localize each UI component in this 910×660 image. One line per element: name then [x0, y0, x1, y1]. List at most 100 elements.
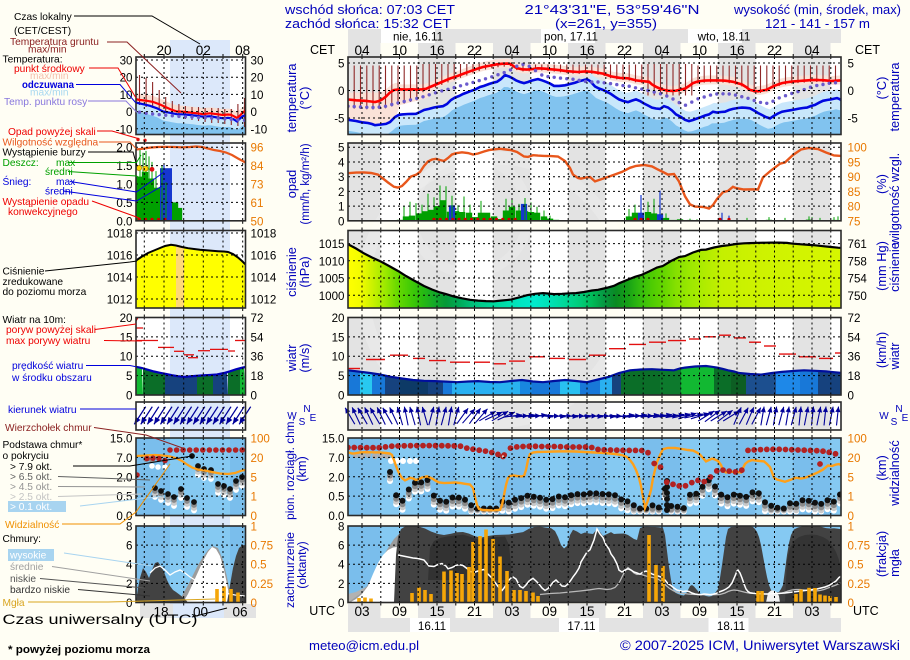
svg-text:-10: -10	[251, 123, 268, 136]
svg-text:20: 20	[120, 312, 133, 325]
svg-text:Czas uniwersalny (UTC): Czas uniwersalny (UTC)	[3, 612, 198, 628]
svg-text:2: 2	[126, 578, 132, 591]
svg-text:04: 04	[654, 43, 670, 58]
svg-text:7.0: 7.0	[116, 452, 132, 465]
svg-text:4: 4	[338, 157, 345, 170]
svg-text:max: max	[56, 177, 75, 188]
svg-text:(km): (km)	[294, 456, 309, 482]
svg-text:poryw powyżej skali: poryw powyżej skali	[6, 325, 96, 336]
svg-text:10: 10	[120, 89, 133, 102]
svg-text:S: S	[891, 417, 898, 428]
svg-text:08: 08	[235, 43, 250, 58]
svg-text:1.0: 1.0	[116, 179, 132, 192]
svg-text:średnie: średnie	[10, 562, 44, 573]
svg-text:temperatura: temperatura	[284, 63, 299, 133]
svg-text:72: 72	[848, 312, 861, 325]
svg-text:wschód słońca: 07:03 CET: wschód słońca: 07:03 CET	[284, 2, 455, 17]
svg-text:22: 22	[617, 43, 632, 58]
svg-text:10: 10	[120, 351, 133, 364]
svg-text:S: S	[299, 417, 306, 428]
svg-text:(hPa): (hPa)	[297, 256, 312, 287]
svg-text:22: 22	[467, 43, 482, 58]
svg-text:22: 22	[767, 43, 782, 58]
svg-text:Wierzchołek chmur: Wierzchołek chmur	[5, 423, 92, 434]
svg-text:0.5: 0.5	[251, 559, 267, 572]
svg-text:-5: -5	[848, 113, 858, 126]
svg-text:> 0.1 okt.: > 0.1 okt.	[10, 502, 52, 513]
svg-text:max/min: max/min	[28, 45, 67, 56]
svg-text:0: 0	[251, 510, 257, 523]
svg-text:72: 72	[251, 312, 264, 325]
svg-text:Chmury:: Chmury:	[3, 534, 42, 545]
svg-text:wiatr: wiatr	[284, 344, 299, 373]
svg-text:Podstawa chmur*: Podstawa chmur*	[3, 440, 83, 451]
svg-text:średni: średni	[45, 167, 73, 178]
svg-text:(CET/CEST): (CET/CEST)	[14, 26, 71, 37]
svg-text:36: 36	[848, 351, 861, 364]
svg-text:5: 5	[338, 58, 344, 71]
svg-text:0: 0	[848, 597, 854, 610]
svg-text:5: 5	[338, 142, 344, 155]
svg-text:do poziomu morza: do poziomu morza	[3, 287, 87, 298]
svg-text:96: 96	[251, 142, 264, 155]
svg-text:100: 100	[848, 142, 867, 155]
svg-text:8: 8	[126, 521, 132, 534]
svg-text:wilgotność wzgl.: wilgotność wzgl.	[887, 153, 902, 246]
svg-text:1000: 1000	[319, 290, 345, 303]
svg-text:10: 10	[251, 89, 264, 102]
svg-text:0.0: 0.0	[328, 510, 344, 523]
svg-text:2.0: 2.0	[328, 471, 344, 484]
svg-text:5: 5	[848, 58, 854, 71]
svg-text:20: 20	[332, 312, 345, 325]
svg-text:Wiatr na 10m:: Wiatr na 10m:	[3, 315, 66, 326]
svg-text:1018: 1018	[251, 228, 277, 241]
svg-text:0: 0	[126, 390, 132, 403]
svg-text:10: 10	[692, 43, 708, 58]
svg-text:5: 5	[126, 370, 132, 383]
svg-text:15: 15	[579, 604, 594, 619]
svg-text:1016: 1016	[251, 250, 277, 263]
svg-text:2.0: 2.0	[116, 471, 132, 484]
svg-text:Wystąpienie burzy: Wystąpienie burzy	[3, 148, 87, 159]
svg-text:Wystąpienie opadu: Wystąpienie opadu	[3, 197, 90, 208]
svg-text:1: 1	[251, 521, 257, 534]
svg-text:W: W	[879, 411, 889, 422]
svg-text:pion. rozciągł. chm.: pion. rozciągł. chm.	[283, 418, 297, 520]
svg-text:1.5: 1.5	[116, 160, 132, 173]
svg-text:1014: 1014	[251, 272, 277, 285]
svg-text:meteo@icm.edu.pl: meteo@icm.edu.pl	[309, 638, 419, 653]
svg-text:03: 03	[354, 604, 369, 619]
svg-text:1010: 1010	[319, 255, 345, 268]
svg-text:30: 30	[120, 55, 133, 68]
svg-text:1012: 1012	[107, 294, 133, 307]
svg-text:7.0: 7.0	[328, 452, 344, 465]
svg-text:03: 03	[804, 604, 819, 619]
svg-text:1: 1	[251, 491, 257, 504]
svg-text:nie, 16.11: nie, 16.11	[393, 31, 443, 44]
svg-text:0.75: 0.75	[848, 540, 871, 553]
svg-text:W: W	[287, 411, 297, 422]
svg-text:wysokie: wysokie	[9, 551, 47, 562]
svg-text:temperatura: temperatura	[887, 62, 902, 132]
svg-text:-5: -5	[334, 113, 344, 126]
svg-text:754: 754	[848, 273, 868, 286]
svg-text:10: 10	[332, 351, 345, 364]
svg-text:6: 6	[126, 540, 132, 553]
svg-text:85: 85	[848, 186, 861, 199]
svg-text:10: 10	[392, 43, 408, 58]
svg-text:3: 3	[338, 171, 344, 184]
svg-text:09: 09	[692, 604, 707, 619]
svg-text:> 7.9 okt.: > 7.9 okt.	[10, 462, 52, 473]
svg-text:wto, 18.11: wto, 18.11	[697, 31, 751, 44]
svg-text:1018: 1018	[107, 228, 133, 241]
svg-text:CET: CET	[310, 43, 335, 57]
svg-text:0: 0	[338, 390, 344, 403]
svg-text:90: 90	[848, 171, 861, 184]
svg-text:04: 04	[504, 43, 520, 58]
svg-text:61: 61	[251, 197, 264, 210]
svg-text:0: 0	[338, 85, 344, 98]
svg-text:0: 0	[251, 106, 257, 119]
svg-text:mgła: mgła	[887, 548, 902, 577]
svg-text:16: 16	[729, 43, 744, 58]
svg-text:80: 80	[848, 201, 861, 214]
